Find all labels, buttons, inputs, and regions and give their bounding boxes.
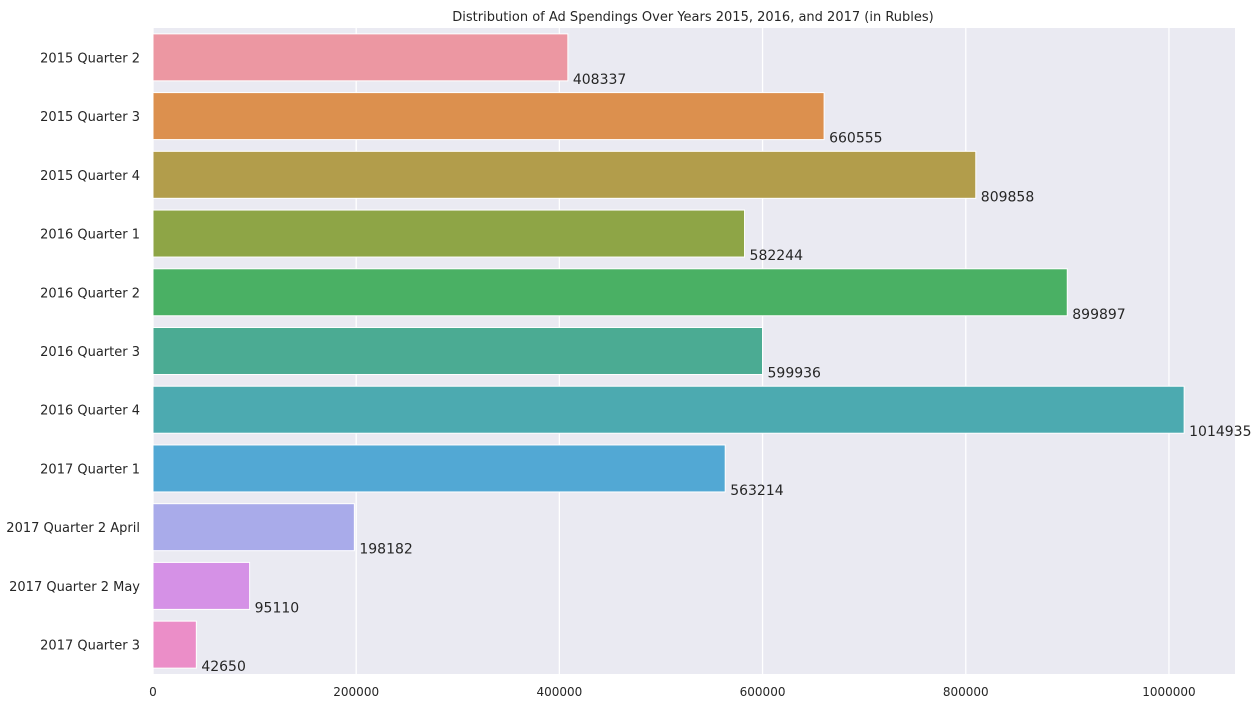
category-label: 2016 Quarter 1 [40, 228, 140, 243]
x-tick-label: 0 [149, 685, 157, 699]
x-axis-ticks: 0 200000 400000 600000 800000 1000000 [149, 685, 1196, 699]
bars: 408337 660555 809858 582244 899897 599936 1014… [152, 33, 1251, 675]
bar [152, 561, 251, 610]
bar-value-label: 408337 [573, 72, 626, 88]
category-label: 2016 Quarter 2 [40, 286, 140, 301]
bar [152, 503, 355, 552]
category-label: 2015 Quarter 4 [40, 169, 140, 184]
bar-value-label: 599936 [768, 365, 822, 381]
bar [152, 444, 726, 493]
bar-value-label: 198182 [359, 542, 412, 558]
x-tick-label: 600000 [740, 685, 786, 699]
category-label: 2017 Quarter 1 [40, 462, 140, 477]
bar [152, 33, 569, 82]
bar-value-label: 42650 [201, 659, 246, 675]
category-label: 2016 Quarter 4 [40, 404, 140, 419]
bar [152, 209, 746, 258]
category-label: 2016 Quarter 3 [40, 345, 140, 360]
y-axis-categories: 2015 Quarter 2 2015 Quarter 3 2015 Quarter… [6, 51, 140, 653]
bar-value-label: 899897 [1072, 307, 1125, 323]
bar-value-label: 563214 [730, 483, 784, 499]
bar [152, 327, 764, 375]
x-tick-label: 800000 [943, 685, 989, 699]
category-label: 2017 Quarter 2 April [6, 521, 140, 536]
bar [152, 92, 825, 141]
x-tick-label: 400000 [536, 685, 582, 699]
chart-title: Distribution of Ad Spendings Over Years … [452, 10, 933, 25]
bar [152, 150, 977, 199]
bar-value-label: 660555 [829, 131, 882, 147]
category-label: 2015 Quarter 2 [40, 51, 140, 66]
category-label: 2017 Quarter 3 [40, 639, 140, 654]
bar-value-label: 809858 [981, 189, 1034, 205]
bar [152, 268, 1068, 317]
category-label: 2015 Quarter 3 [40, 110, 140, 125]
x-tick-label: 200000 [333, 685, 379, 699]
category-label: 2017 Quarter 2 May [9, 580, 140, 595]
bar [152, 385, 1185, 434]
bar [152, 620, 197, 669]
bar-value-label: 1014935 [1189, 424, 1251, 440]
x-tick-label: 1000000 [1142, 685, 1195, 699]
bar-value-label: 95110 [255, 600, 300, 616]
bar-value-label: 582244 [750, 248, 804, 264]
